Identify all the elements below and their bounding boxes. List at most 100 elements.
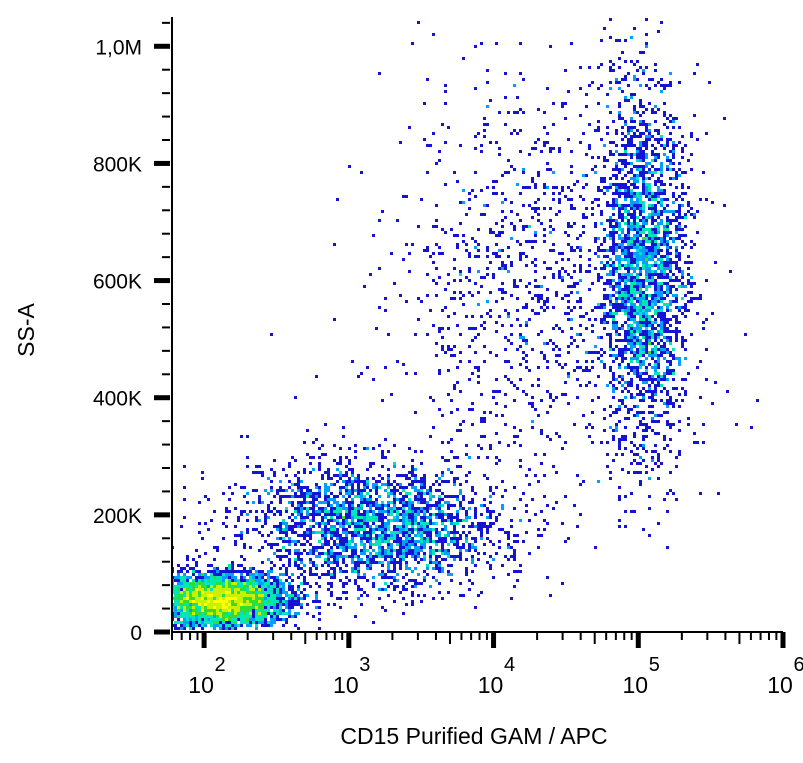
event-point [204,591,207,594]
event-point [525,264,528,267]
event-point [291,600,294,603]
event-point [627,171,630,174]
event-point [639,219,642,222]
event-point [510,333,513,336]
event-point [675,219,678,222]
event-point [390,513,393,516]
event-point [255,582,258,585]
event-point [540,351,543,354]
event-point [357,486,360,489]
event-point [663,273,666,276]
event-point [459,429,462,432]
event-point [354,495,357,498]
event-point [396,537,399,540]
event-point [642,180,645,183]
event-point [243,612,246,615]
event-point [231,585,234,588]
event-point [297,534,300,537]
event-point [657,273,660,276]
event-point [504,96,507,99]
event-point [690,297,693,300]
event-point [618,405,621,408]
event-point [204,552,207,555]
event-point [642,243,645,246]
event-point [354,546,357,549]
event-point [657,189,660,192]
event-point [276,510,279,513]
event-point [552,123,555,126]
event-point [369,465,372,468]
event-point [183,573,186,576]
event-point [405,537,408,540]
event-point [633,258,636,261]
event-point [639,204,642,207]
event-point [414,486,417,489]
event-point [435,489,438,492]
event-point [492,558,495,561]
event-point [312,507,315,510]
event-point [273,597,276,600]
event-point [681,186,684,189]
event-point [672,300,675,303]
event-point [477,375,480,378]
event-point [354,552,357,555]
event-point [183,465,186,468]
event-point [579,279,582,282]
event-point [219,618,222,621]
event-point [651,219,654,222]
event-point [195,588,198,591]
event-point [249,594,252,597]
event-point [213,567,216,570]
event-point [663,351,666,354]
event-point [198,618,201,621]
event-point [306,507,309,510]
event-point [714,381,717,384]
event-point [543,144,546,147]
event-point [588,258,591,261]
event-point [618,327,621,330]
event-point [531,207,534,210]
event-point [516,540,519,543]
event-point [345,591,348,594]
event-point [303,492,306,495]
event-point [387,534,390,537]
event-point [411,540,414,543]
event-point [516,96,519,99]
event-point [243,606,246,609]
event-point [687,273,690,276]
event-point [447,501,450,504]
event-point [618,444,621,447]
event-point [624,357,627,360]
event-point [231,606,234,609]
event-point [537,138,540,141]
event-point [405,582,408,585]
event-point [540,297,543,300]
event-point [351,492,354,495]
event-point [339,489,342,492]
event-point [645,147,648,150]
event-point [678,222,681,225]
event-point [555,501,558,504]
event-point [513,228,516,231]
event-point [285,549,288,552]
event-point [327,468,330,471]
event-point [624,525,627,528]
event-point [684,144,687,147]
event-point [552,186,555,189]
event-point [222,588,225,591]
event-point [666,222,669,225]
event-point [384,552,387,555]
event-point [447,393,450,396]
event-point [315,594,318,597]
event-point [510,132,513,135]
event-point [420,498,423,501]
event-point [240,513,243,516]
event-point [327,552,330,555]
event-point [342,582,345,585]
event-point [378,597,381,600]
event-point [630,129,633,132]
event-point [573,369,576,372]
event-point [642,252,645,255]
event-point [534,474,537,477]
event-point [264,606,267,609]
